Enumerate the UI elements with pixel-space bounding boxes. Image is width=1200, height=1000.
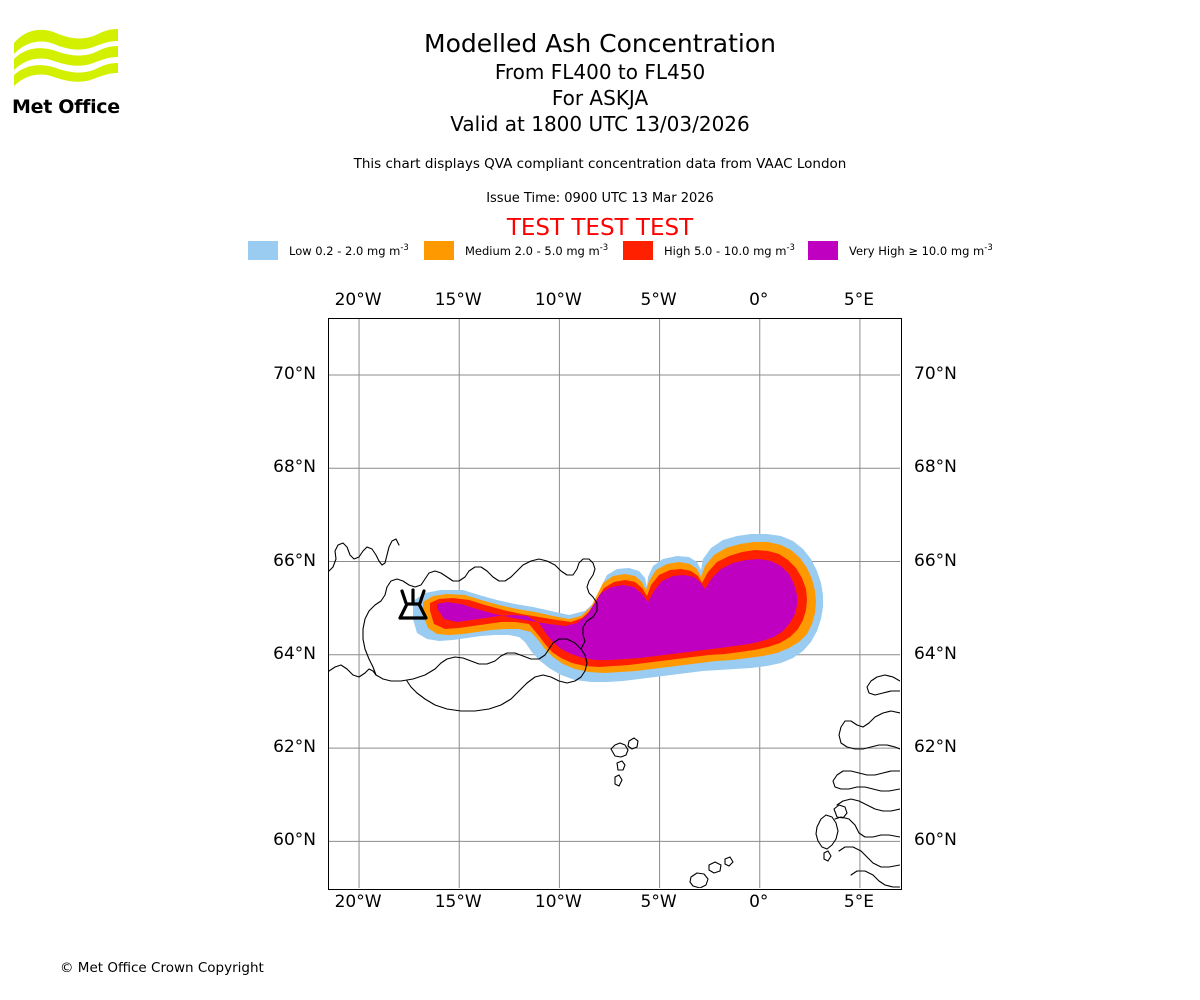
met-office-logo: Met Office bbox=[12, 25, 132, 120]
coastline-shetland bbox=[815, 814, 839, 850]
volcano-subtitle: For ASKJA bbox=[551, 86, 649, 110]
lon-tick-bottom: 15°W bbox=[434, 892, 482, 912]
coastline-orkney-3 bbox=[724, 856, 734, 867]
map-canvas bbox=[329, 319, 900, 888]
coastline-faroe-2 bbox=[627, 737, 639, 750]
test-banner: TEST TEST TEST bbox=[506, 215, 694, 241]
coastline-orkney bbox=[689, 872, 709, 888]
validity-subtitle: Valid at 1800 UTC 13/03/2026 bbox=[450, 112, 750, 136]
legend-label-very-high: Very High ≥ 10.0 mg m-3 bbox=[849, 242, 993, 258]
coastline-norway-2 bbox=[832, 770, 900, 792]
met-office-logo-text: Met Office bbox=[12, 96, 120, 118]
lat-tick-right: 62°N bbox=[914, 737, 957, 758]
legend-item-very-high: Very High ≥ 10.0 mg m-3 bbox=[808, 239, 993, 261]
legend-item-high: High 5.0 - 10.0 mg m-3 bbox=[623, 239, 795, 261]
lat-tick-right: 60°N bbox=[914, 830, 957, 851]
coastline-greenland bbox=[329, 538, 400, 572]
qva-note: This chart displays QVA compliant concen… bbox=[353, 156, 847, 172]
page-title: Modelled Ash Concentration bbox=[424, 29, 776, 58]
lat-tick-right: 66°N bbox=[914, 550, 957, 571]
legend-item-low: Low 0.2 - 2.0 mg m-3 bbox=[248, 239, 409, 261]
lat-tick-left: 66°N bbox=[273, 550, 316, 571]
lon-tick-top: 10°W bbox=[534, 290, 582, 310]
lat-tick-left: 62°N bbox=[273, 737, 316, 758]
legend-label-low: Low 0.2 - 2.0 mg m-3 bbox=[289, 242, 409, 258]
coastline-norway-3 bbox=[866, 674, 900, 696]
coastline-norway-6 bbox=[838, 846, 900, 868]
lat-tick-left: 70°N bbox=[273, 363, 316, 384]
legend-swatch-high bbox=[623, 240, 653, 260]
lat-tick-left: 60°N bbox=[273, 830, 316, 851]
lon-tick-top: 5°E bbox=[843, 290, 874, 310]
ash-concentration-map[interactable] bbox=[328, 318, 902, 890]
lat-tick-left: 68°N bbox=[273, 457, 316, 478]
lon-tick-top: 20°W bbox=[334, 290, 382, 310]
lon-tick-bottom: 10°W bbox=[534, 892, 582, 912]
coastline-iceland bbox=[362, 558, 598, 712]
coastline-faroe bbox=[610, 742, 629, 758]
coastline-orkney-2 bbox=[708, 861, 722, 874]
lon-tick-bottom: 5°E bbox=[843, 892, 874, 912]
coastline-greenland-south bbox=[329, 664, 377, 678]
lat-tick-right: 70°N bbox=[914, 363, 957, 384]
coastline-norway-4 bbox=[836, 798, 900, 812]
coastline-norway-5 bbox=[834, 816, 900, 838]
coastline-faroe-3 bbox=[616, 760, 626, 771]
lat-tick-left: 64°N bbox=[273, 643, 316, 664]
lon-tick-bottom: 20°W bbox=[334, 892, 382, 912]
legend-swatch-medium bbox=[424, 240, 454, 260]
lon-tick-top: 5°W bbox=[640, 290, 677, 310]
coastline-faroe-4 bbox=[614, 774, 623, 787]
issue-time: Issue Time: 0900 UTC 13 Mar 2026 bbox=[486, 191, 714, 206]
legend-label-high: High 5.0 - 10.0 mg m-3 bbox=[664, 242, 795, 258]
title-block: Modelled Ash Concentration From FL400 to… bbox=[0, 28, 1200, 137]
lat-tick-right: 68°N bbox=[914, 457, 957, 478]
lat-tick-right: 64°N bbox=[914, 643, 957, 664]
lon-tick-bottom: 0° bbox=[749, 892, 769, 912]
lon-tick-top: 0° bbox=[749, 290, 769, 310]
copyright-text: © Met Office Crown Copyright bbox=[60, 960, 264, 976]
lon-tick-top: 15°W bbox=[434, 290, 482, 310]
coastline-shetland-3 bbox=[823, 850, 832, 862]
ash-contour-very-high bbox=[437, 559, 797, 660]
coastlines bbox=[329, 538, 900, 888]
coastline-norway bbox=[838, 710, 900, 750]
lon-tick-bottom: 5°W bbox=[640, 892, 677, 912]
coastline-norway-7 bbox=[850, 870, 900, 888]
met-office-waves-icon bbox=[14, 29, 118, 86]
flight-level-subtitle: From FL400 to FL450 bbox=[494, 60, 706, 84]
volcano-icon[interactable] bbox=[398, 588, 428, 620]
legend-swatch-very-high bbox=[808, 240, 838, 260]
legend-item-medium: Medium 2.0 - 5.0 mg m-3 bbox=[424, 239, 608, 261]
coastline-shetland-2 bbox=[833, 804, 848, 819]
legend-swatch-low bbox=[248, 240, 278, 260]
concentration-legend: Low 0.2 - 2.0 mg m-3 Medium 2.0 - 5.0 mg… bbox=[248, 239, 993, 261]
legend-label-medium: Medium 2.0 - 5.0 mg m-3 bbox=[465, 242, 609, 258]
